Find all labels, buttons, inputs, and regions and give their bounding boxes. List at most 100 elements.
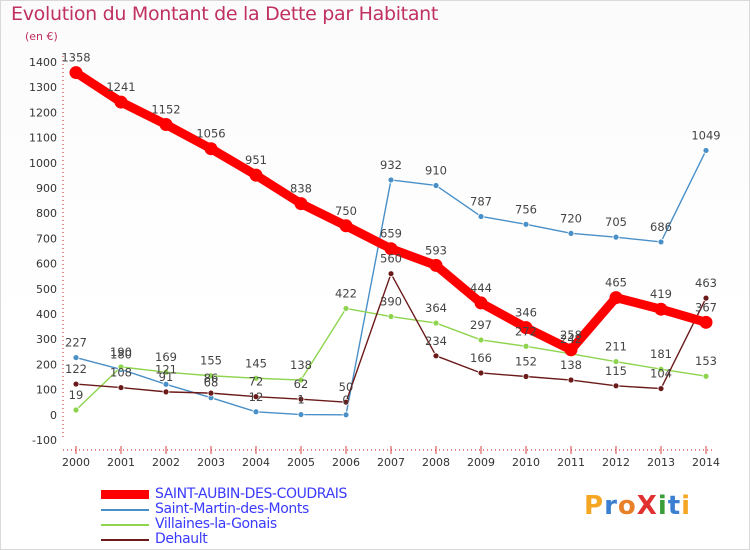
- y-tick-label: 1300: [29, 81, 57, 94]
- x-tick-label: 2003: [197, 456, 225, 469]
- data-point: [387, 270, 395, 278]
- data-point: [699, 315, 713, 329]
- x-tick-label: 2014: [692, 456, 720, 469]
- y-tick-label: 1400: [29, 56, 57, 69]
- data-point: [159, 117, 173, 131]
- data-point: [72, 406, 80, 414]
- legend-swatch: [101, 490, 149, 499]
- data-point: [612, 233, 620, 241]
- y-tick-label: 400: [36, 308, 57, 321]
- data-label: 750: [335, 204, 357, 218]
- legend-item: SAINT-AUBIN-DES-COUDRAIS: [101, 486, 421, 502]
- data-point: [654, 302, 668, 316]
- data-point: [342, 398, 350, 406]
- data-label: 593: [425, 243, 447, 257]
- x-tick-label: 2007: [377, 456, 405, 469]
- data-label: 297: [470, 318, 492, 332]
- data-label: 180: [110, 347, 132, 361]
- data-point: [252, 393, 260, 401]
- data-point: [339, 219, 353, 233]
- data-point: [114, 95, 128, 109]
- data-point: [432, 319, 440, 327]
- x-tick-label: 2006: [332, 456, 360, 469]
- data-point: [72, 354, 80, 361]
- data-point: [612, 382, 620, 390]
- y-tick-label: 600: [36, 258, 57, 271]
- data-point: [252, 374, 260, 382]
- data-label: 138: [560, 358, 582, 372]
- legend-item: Saint-Martin-des-Monts: [101, 501, 421, 517]
- data-label: 169: [155, 350, 177, 364]
- logo-letter: i: [657, 491, 668, 521]
- data-label: 50: [339, 380, 354, 394]
- legend: SAINT-AUBIN-DES-COUDRAIS Saint-Martin-des…: [101, 486, 421, 547]
- logo-letter: r: [604, 491, 618, 521]
- data-label: 1241: [106, 80, 135, 94]
- data-label: 756: [515, 202, 537, 216]
- data-label: 444: [470, 281, 492, 295]
- data-label: 364: [425, 301, 447, 315]
- y-tick-label: 0: [50, 409, 57, 422]
- x-tick-label: 2000: [62, 456, 90, 469]
- data-label: 138: [290, 358, 312, 372]
- x-tick-label: 2011: [557, 456, 585, 469]
- data-point: [387, 313, 395, 320]
- data-label: 838: [290, 182, 312, 196]
- y-tick-label: 200: [36, 358, 57, 371]
- data-label: 910: [425, 163, 447, 177]
- data-point: [294, 197, 308, 211]
- data-point: [297, 376, 305, 384]
- y-tick-label: 500: [36, 283, 57, 296]
- data-point: [702, 372, 710, 380]
- y-tick-label: 1200: [29, 106, 57, 119]
- data-point: [72, 380, 80, 388]
- data-point: [477, 369, 485, 377]
- data-label: 720: [560, 211, 582, 225]
- data-point: [207, 389, 215, 397]
- data-point: [297, 411, 305, 418]
- logo-letter: P: [584, 491, 605, 521]
- y-tick-label: 700: [36, 232, 57, 245]
- x-tick-label: 2005: [287, 456, 315, 469]
- data-label: 91: [159, 370, 174, 384]
- data-point: [117, 363, 125, 371]
- data-point: [522, 373, 530, 380]
- data-point: [567, 229, 575, 237]
- data-point: [519, 321, 533, 335]
- data-point: [477, 336, 485, 344]
- unit-label: (en €): [25, 30, 58, 43]
- data-point: [252, 408, 260, 416]
- data-label: 153: [695, 354, 717, 368]
- x-tick-label: 2009: [467, 456, 495, 469]
- data-label: 367: [695, 300, 717, 314]
- data-label: 1049: [691, 128, 720, 142]
- data-point: [387, 176, 395, 184]
- data-label: 190: [110, 345, 132, 359]
- data-label: 12: [249, 390, 264, 404]
- x-tick-label: 2008: [422, 456, 450, 469]
- data-label: 659: [380, 227, 402, 241]
- data-point: [384, 242, 398, 256]
- data-label: 390: [380, 295, 402, 309]
- data-label: 68: [204, 376, 219, 390]
- data-point: [657, 365, 665, 373]
- data-label: 951: [245, 153, 267, 167]
- data-point: [432, 352, 440, 360]
- data-label: 155: [200, 354, 222, 368]
- data-label: 560: [380, 252, 402, 266]
- legend-label: SAINT-AUBIN-DES-COUDRAIS: [155, 486, 347, 502]
- data-label: 242: [560, 332, 582, 346]
- data-label: 419: [650, 287, 672, 301]
- legend-swatch: [101, 539, 149, 541]
- x-tick-label: 2001: [107, 456, 135, 469]
- legend-swatch: [101, 524, 149, 526]
- data-point: [249, 168, 263, 182]
- data-label: 166: [470, 351, 492, 365]
- data-label: 62: [294, 377, 309, 391]
- data-label: 227: [65, 336, 87, 350]
- logo-letter: o: [617, 491, 637, 521]
- data-label: 181: [650, 347, 672, 361]
- data-point: [204, 142, 218, 156]
- data-label: 145: [245, 356, 267, 370]
